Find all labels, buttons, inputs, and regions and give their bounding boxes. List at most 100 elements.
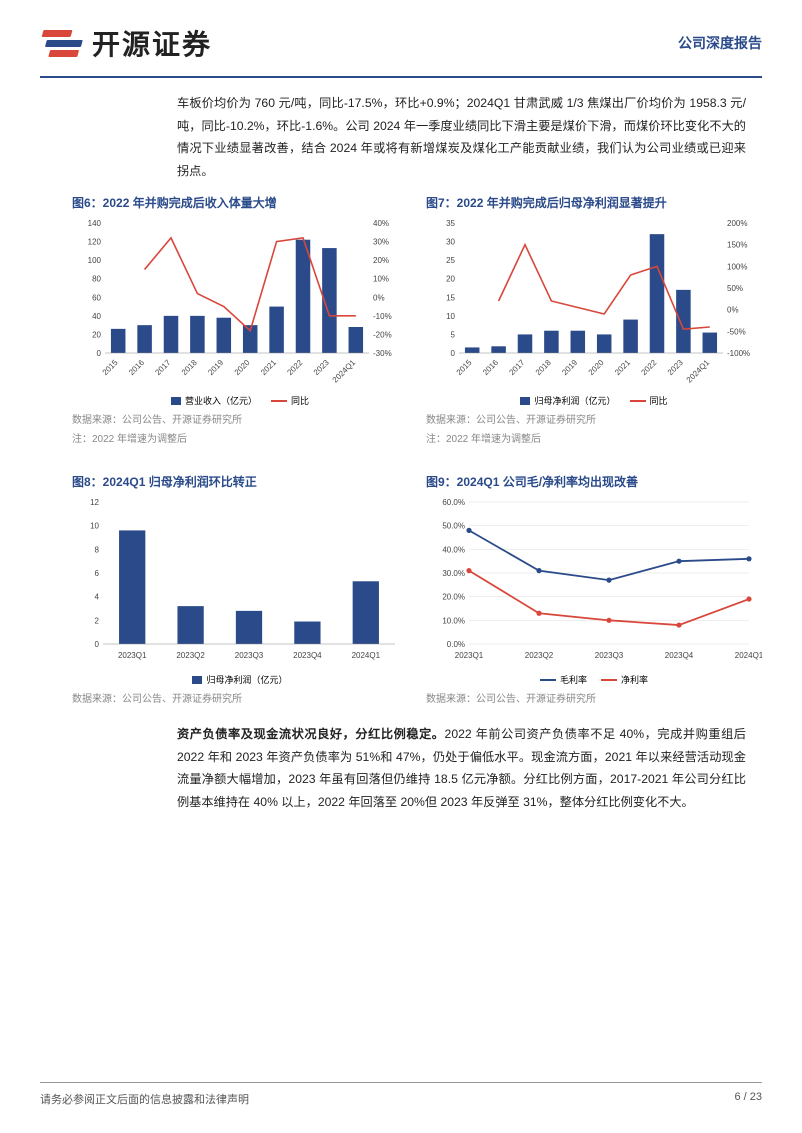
svg-text:2015: 2015 bbox=[455, 358, 474, 377]
svg-text:2020: 2020 bbox=[587, 358, 606, 377]
svg-text:140: 140 bbox=[88, 219, 102, 228]
svg-text:6: 6 bbox=[95, 569, 100, 578]
svg-text:-50%: -50% bbox=[727, 328, 746, 337]
svg-text:2024Q1: 2024Q1 bbox=[331, 358, 358, 385]
svg-text:2023Q4: 2023Q4 bbox=[665, 651, 694, 660]
svg-text:2024Q1: 2024Q1 bbox=[735, 651, 762, 660]
chart8-svg: 0246810122023Q12023Q22023Q32023Q42024Q1 bbox=[72, 496, 408, 666]
svg-text:2018: 2018 bbox=[534, 358, 553, 377]
svg-text:-20%: -20% bbox=[373, 331, 392, 340]
chart7-box: 图7：2022 年并购完成后归母净利润显著提升 05101520253035-1… bbox=[426, 194, 762, 445]
svg-text:15: 15 bbox=[446, 294, 455, 303]
footer: 请务必参阅正文后面的信息披露和法律声明 6 / 23 bbox=[0, 1082, 802, 1107]
svg-text:2021: 2021 bbox=[259, 358, 278, 377]
svg-text:4: 4 bbox=[95, 593, 100, 602]
page-number: 6 / 23 bbox=[734, 1091, 762, 1107]
chart7-legend: 归母净利润（亿元） 同比 bbox=[426, 394, 762, 407]
chart8-legend: 归母净利润（亿元） bbox=[72, 673, 408, 686]
svg-text:120: 120 bbox=[88, 238, 102, 247]
svg-text:60.0%: 60.0% bbox=[442, 498, 465, 507]
svg-text:2022: 2022 bbox=[639, 358, 658, 377]
svg-text:20: 20 bbox=[446, 275, 455, 284]
svg-text:20: 20 bbox=[92, 331, 101, 340]
chart6-source: 数据来源：公司公告、开源证券研究所 bbox=[72, 411, 408, 426]
svg-text:30.0%: 30.0% bbox=[442, 569, 465, 578]
svg-text:10.0%: 10.0% bbox=[442, 617, 465, 626]
svg-text:0: 0 bbox=[451, 349, 456, 358]
svg-text:2023Q2: 2023Q2 bbox=[525, 651, 554, 660]
svg-text:10: 10 bbox=[90, 522, 99, 531]
svg-text:0: 0 bbox=[95, 640, 100, 649]
chart8-source: 数据来源：公司公告、开源证券研究所 bbox=[72, 690, 408, 705]
svg-text:40: 40 bbox=[92, 312, 101, 321]
svg-text:0%: 0% bbox=[727, 306, 739, 315]
svg-text:20%: 20% bbox=[373, 256, 389, 265]
report-type: 公司深度报告 bbox=[678, 33, 762, 53]
logo-mark-icon bbox=[34, 22, 87, 64]
chart6-legend: 营业收入（亿元） 同比 bbox=[72, 394, 408, 407]
chart7-legend-line: 同比 bbox=[650, 394, 668, 407]
chart8-box: 图8：2024Q1 归母净利润环比转正 0246810122023Q12023Q… bbox=[72, 473, 408, 705]
svg-text:2023Q1: 2023Q1 bbox=[118, 651, 147, 660]
chart9-legend2: 净利率 bbox=[621, 673, 648, 686]
chart6-title: 图6：2022 年并购完成后收入体量大增 bbox=[72, 194, 408, 211]
brand-name: 开源证券 bbox=[92, 23, 212, 63]
svg-text:0: 0 bbox=[97, 349, 102, 358]
svg-text:2018: 2018 bbox=[180, 358, 199, 377]
svg-text:2024Q1: 2024Q1 bbox=[352, 651, 381, 660]
svg-text:60: 60 bbox=[92, 294, 101, 303]
section-para: 资产负债率及现金流状况良好，分红比例稳定。2022 年前公司资产负债率不足 40… bbox=[0, 705, 802, 813]
svg-text:2023Q4: 2023Q4 bbox=[293, 651, 322, 660]
svg-text:150%: 150% bbox=[727, 241, 747, 250]
svg-text:2023Q3: 2023Q3 bbox=[595, 651, 624, 660]
svg-text:30%: 30% bbox=[373, 238, 389, 247]
brand-logo: 开源证券 bbox=[40, 22, 212, 64]
svg-text:2019: 2019 bbox=[560, 358, 579, 377]
svg-text:2: 2 bbox=[95, 617, 100, 626]
svg-text:2023Q3: 2023Q3 bbox=[235, 651, 264, 660]
svg-text:2023: 2023 bbox=[666, 358, 685, 377]
svg-text:20.0%: 20.0% bbox=[442, 593, 465, 602]
svg-text:-30%: -30% bbox=[373, 349, 392, 358]
svg-text:2016: 2016 bbox=[481, 358, 500, 377]
svg-text:2024Q1: 2024Q1 bbox=[685, 358, 712, 385]
chart9-box: 图9：2024Q1 公司毛/净利率均出现改善 0.0%10.0%20.0%30.… bbox=[426, 473, 762, 705]
svg-text:100%: 100% bbox=[727, 263, 747, 272]
chart6-svg: 020406080100120140-30%-20%-10%0%10%20%30… bbox=[72, 217, 408, 387]
svg-text:10%: 10% bbox=[373, 275, 389, 284]
svg-text:2015: 2015 bbox=[101, 358, 120, 377]
svg-text:50.0%: 50.0% bbox=[442, 522, 465, 531]
chart7-title: 图7：2022 年并购完成后归母净利润显著提升 bbox=[426, 194, 762, 211]
section-bold: 资产负债率及现金流状况良好，分红比例稳定。 bbox=[177, 727, 445, 741]
svg-text:12: 12 bbox=[90, 498, 99, 507]
svg-text:35: 35 bbox=[446, 219, 455, 228]
svg-text:2020: 2020 bbox=[233, 358, 252, 377]
chart6-box: 图6：2022 年并购完成后收入体量大增 0 20 40 60 80 100 120 140 -… bbox=[72, 194, 408, 445]
footer-disclaimer: 请务必参阅正文后面的信息披露和法律声明 bbox=[40, 1091, 249, 1107]
chart9-legend: 毛利率 净利率 bbox=[426, 673, 762, 686]
chart7-note: 注：2022 年增速为调整后 bbox=[426, 430, 762, 445]
chart6-note: 注：2022 年增速为调整后 bbox=[72, 430, 408, 445]
intro-paragraph: 车板价均价为 760 元/吨，同比-17.5%，环比+0.9%；2024Q1 甘… bbox=[0, 78, 802, 182]
svg-text:50%: 50% bbox=[727, 284, 743, 293]
svg-text:10: 10 bbox=[446, 312, 455, 321]
header: 开源证券 公司深度报告 bbox=[0, 0, 802, 72]
charts-row-1: 图6：2022 年并购完成后收入体量大增 020406080100120140-… bbox=[0, 182, 802, 445]
svg-text:80: 80 bbox=[92, 275, 101, 284]
charts-row-2: 图8：2024Q1 归母净利润环比转正 0246810122023Q12023Q… bbox=[0, 445, 802, 705]
svg-text:100: 100 bbox=[88, 256, 102, 265]
svg-text:2016: 2016 bbox=[127, 358, 146, 377]
svg-text:40.0%: 40.0% bbox=[442, 546, 465, 555]
chart9-svg: 0.0%10.0%20.0%30.0%40.0%50.0%60.0%2023Q1… bbox=[426, 496, 762, 666]
svg-text:2017: 2017 bbox=[153, 358, 172, 377]
chart7-legend-bar: 归母净利润（亿元） bbox=[534, 394, 615, 407]
svg-text:-10%: -10% bbox=[373, 312, 392, 321]
chart9-source: 数据来源：公司公告、开源证券研究所 bbox=[426, 690, 762, 705]
svg-text:2022: 2022 bbox=[285, 358, 304, 377]
svg-text:40%: 40% bbox=[373, 219, 389, 228]
footer-rule bbox=[40, 1082, 762, 1083]
chart8-title: 图8：2024Q1 归母净利润环比转正 bbox=[72, 473, 408, 490]
svg-text:2023Q1: 2023Q1 bbox=[455, 651, 484, 660]
svg-text:5: 5 bbox=[451, 331, 456, 340]
svg-text:2023Q2: 2023Q2 bbox=[176, 651, 205, 660]
